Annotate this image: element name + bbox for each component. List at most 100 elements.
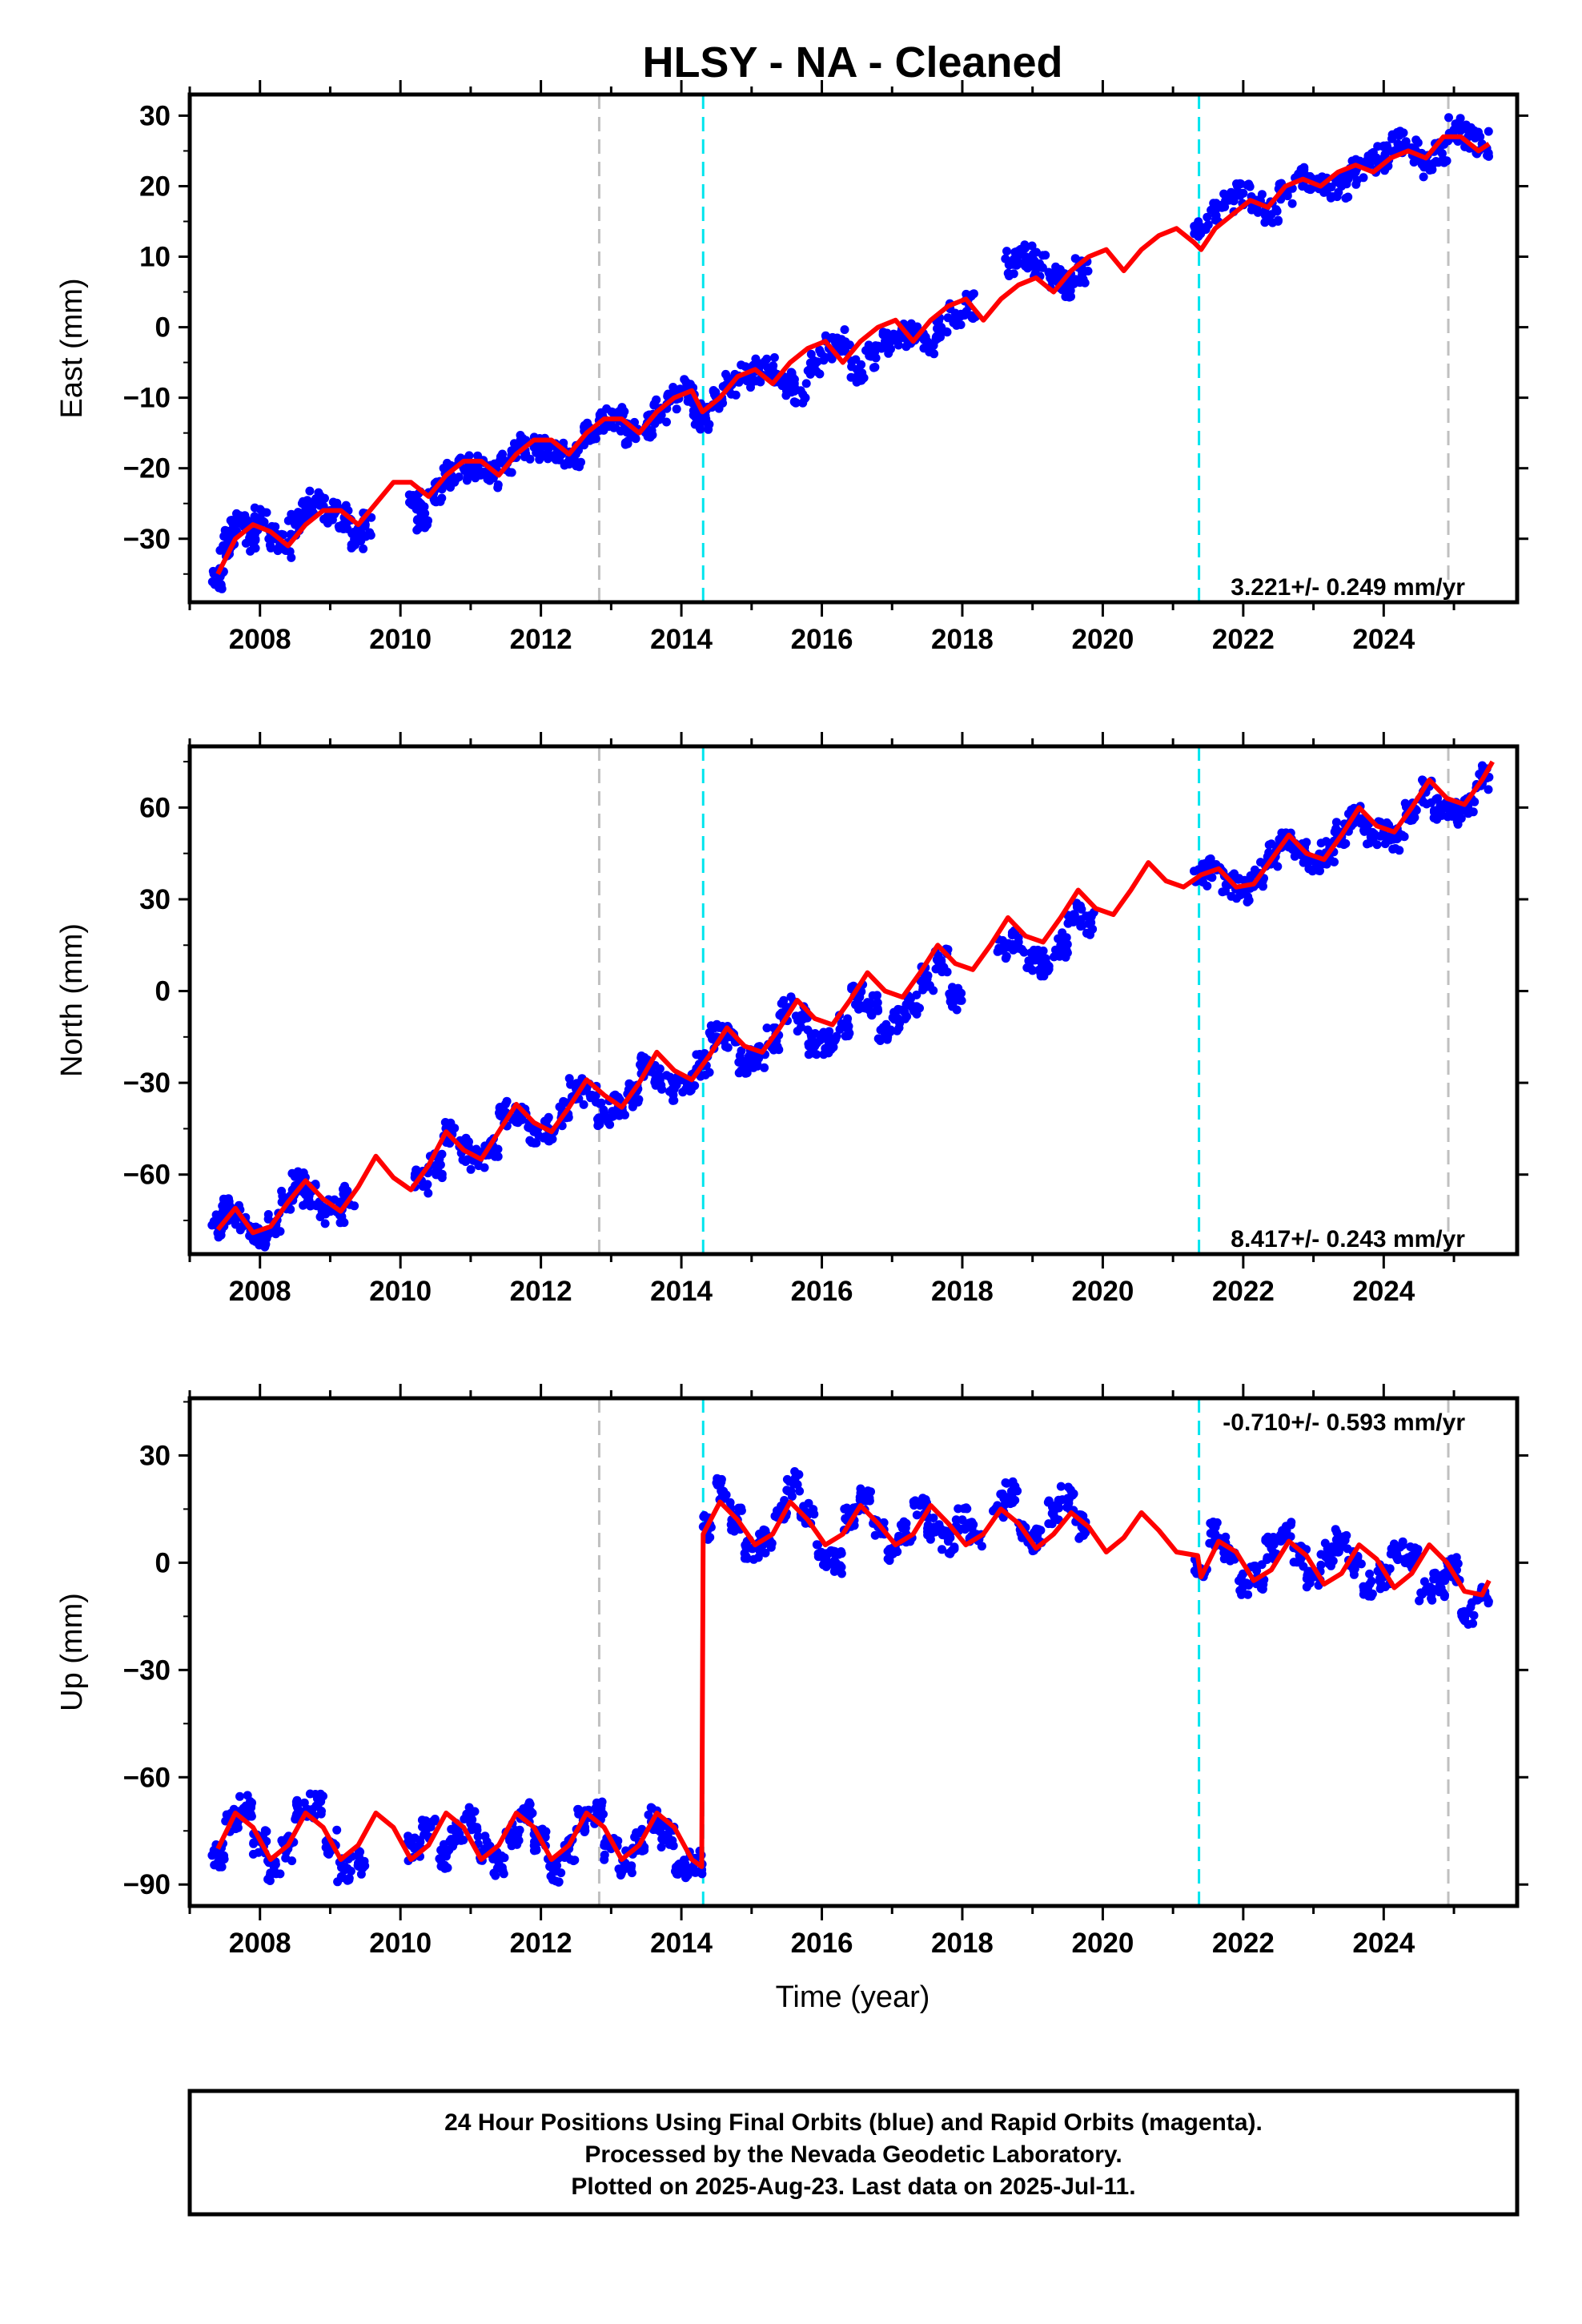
up-point-cloud: [560, 1853, 569, 1862]
east-point-cloud: [821, 332, 831, 342]
east-point-cloud: [952, 320, 962, 330]
east-point-cloud: [820, 352, 829, 362]
north-ytick-label: 30: [139, 884, 171, 915]
north-point-cloud: [1432, 814, 1442, 824]
up-point-cloud: [1010, 1482, 1020, 1491]
north-xtick-label: 2020: [1071, 1276, 1134, 1307]
north-point-cloud: [1206, 854, 1215, 863]
east-xtick-label: 2020: [1071, 624, 1134, 655]
north-point-cloud: [946, 997, 955, 1007]
north-point-cloud: [1063, 919, 1073, 928]
up-point-cloud: [497, 1851, 506, 1860]
east-point-cloud: [258, 517, 267, 526]
east-point-cloud: [219, 544, 228, 553]
north-xtick-label: 2014: [650, 1276, 713, 1307]
east-point-cloud: [1474, 127, 1483, 137]
east-point-cloud: [1341, 194, 1351, 203]
up-point-cloud: [699, 1512, 709, 1522]
north-point-cloud: [421, 1182, 431, 1191]
north-point-cloud: [737, 1046, 746, 1055]
east-point-cloud: [919, 344, 929, 353]
up-point-cloud: [766, 1542, 776, 1552]
north-point-cloud: [1013, 939, 1022, 949]
north-point-cloud: [263, 1210, 273, 1219]
east-point-cloud: [704, 424, 713, 434]
up-ticks: −90 −60 −30 0 30 2008 2010 2012 2014 2016 2018 2020…: [123, 1384, 1528, 1959]
east-point-cloud: [721, 369, 730, 379]
up-point-cloud: [1302, 1574, 1311, 1583]
east-point-cloud: [672, 404, 681, 414]
north-point-cloud: [268, 1227, 278, 1236]
east-point-cloud: [575, 462, 584, 472]
up-point-cloud: [1391, 1552, 1401, 1562]
east-xtick-label: 2010: [369, 624, 432, 655]
up-point-cloud: [761, 1526, 770, 1535]
up-point-cloud: [1464, 1619, 1473, 1629]
up-point-cloud: [1453, 1559, 1463, 1568]
up-xtick-label: 2018: [931, 1928, 994, 1959]
up-xtick-label: 2008: [229, 1928, 291, 1959]
north-point-cloud: [544, 1136, 553, 1146]
north-point-cloud: [876, 1025, 885, 1035]
up-ytick-label: −90: [123, 1869, 171, 1900]
east-point-cloud: [550, 454, 560, 464]
north-point-cloud: [705, 1027, 714, 1037]
east-point-cloud: [1431, 157, 1441, 166]
east-point-cloud: [1419, 172, 1428, 182]
east-ytick-label: 20: [139, 171, 171, 202]
north-point-cloud: [1007, 931, 1017, 940]
north-point-cloud: [299, 1168, 308, 1177]
north-point-cloud: [753, 1061, 762, 1071]
up-point-cloud: [1397, 1540, 1407, 1550]
north-point-cloud: [762, 1023, 772, 1033]
east-point-cloud: [595, 426, 604, 435]
east-point-cloud: [305, 486, 315, 496]
up-point-cloud: [573, 1804, 583, 1814]
up-point-cloud: [946, 1549, 955, 1558]
east-point-cloud: [544, 451, 553, 460]
north-point-cloud: [458, 1155, 468, 1164]
north-point-cloud: [934, 951, 943, 960]
north-point-cloud: [466, 1164, 476, 1174]
up-point-cloud: [305, 1789, 315, 1799]
east-point-cloud: [942, 328, 952, 337]
north-point-cloud: [220, 1195, 230, 1204]
east-point-cloud: [1044, 267, 1054, 277]
up-point-cloud: [691, 1868, 700, 1877]
up-point-cloud: [923, 1521, 933, 1530]
north-point-cloud: [350, 1201, 359, 1211]
north-point-cloud: [595, 1116, 604, 1125]
east-point-cloud: [611, 423, 620, 432]
east-point-cloud: [1373, 142, 1383, 151]
up-point-cloud: [1320, 1538, 1330, 1548]
north-ytick-label: −60: [123, 1160, 171, 1191]
east-point-cloud: [412, 525, 422, 535]
north-ytick-label: 60: [139, 792, 171, 823]
north-point-cloud: [813, 1038, 822, 1047]
east-point-cloud: [962, 307, 971, 316]
east-point-cloud: [1411, 135, 1421, 145]
up-point-cloud: [1427, 1595, 1437, 1605]
north-point-cloud: [1054, 934, 1063, 943]
east-point-cloud: [418, 519, 428, 529]
east-point-cloud: [906, 319, 916, 328]
east-xtick-label: 2016: [791, 624, 853, 655]
east-point-cloud: [536, 449, 546, 459]
north-point-cloud: [340, 1181, 349, 1191]
north-point-cloud: [873, 1034, 883, 1043]
up-point-cloud: [743, 1554, 752, 1563]
north-point-cloud: [652, 1080, 661, 1090]
east-point-cloud: [777, 377, 787, 387]
up-point-cloud: [1208, 1521, 1218, 1530]
east-point-cloud: [855, 372, 865, 381]
east-point-cloud: [1221, 196, 1231, 206]
east-point-cloud: [1194, 217, 1203, 227]
up-rate-label: -0.710+/- 0.593 mm/yr: [1223, 1409, 1465, 1436]
east-point-cloud: [769, 353, 779, 362]
north-point-cloud: [339, 1189, 348, 1199]
up-point-cloud: [210, 1860, 219, 1870]
north-point-cloud: [1076, 901, 1085, 911]
up-point-cloud: [271, 1869, 281, 1879]
up-point-cloud: [1226, 1556, 1235, 1566]
